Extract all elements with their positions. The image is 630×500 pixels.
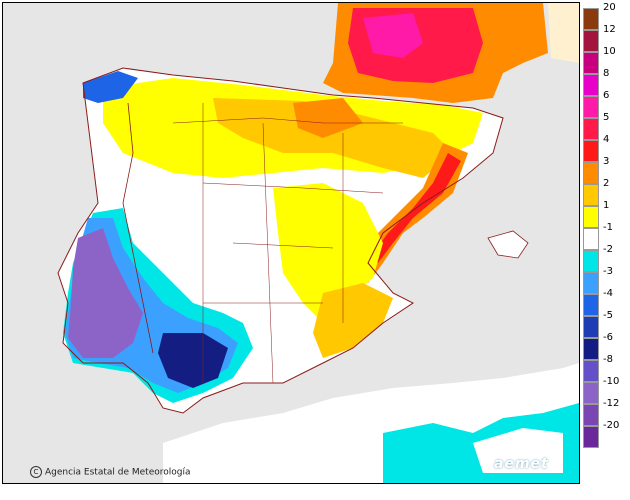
- southeast-warm-area: [313, 283, 393, 358]
- legend-swatch-warm-7: [583, 162, 599, 184]
- legend-label-cold-2: -4: [603, 288, 613, 299]
- legend-swatch-warm-9: [583, 206, 599, 228]
- legend-label-cold-0: -2: [603, 244, 613, 255]
- legend-label-cold-4: -6: [603, 332, 613, 343]
- legend-swatch-neutral-0: [583, 228, 599, 250]
- temperature-anomaly-map: [2, 2, 580, 484]
- aemet-logo: aemet: [494, 456, 549, 472]
- north-africa-neutral-patch: [473, 428, 563, 473]
- province-borders: [172, 103, 403, 384]
- galicia-cold-area: [83, 71, 138, 103]
- legend-label-warm-0: 20: [603, 2, 616, 13]
- legend-swatch-warm-2: [583, 52, 599, 74]
- balearic-islands: [487, 230, 529, 259]
- agency-name: Agencia Estatal de Meteorología: [45, 467, 191, 478]
- legend-label-warm-3: 8: [603, 68, 610, 79]
- legend-swatch-cold-8: [583, 426, 599, 448]
- legend-label-cold-7: -12: [603, 398, 620, 409]
- portugal-very-cold-area: [68, 228, 143, 358]
- legend-label-neutral-0: -1: [603, 222, 613, 233]
- legend-swatch-warm-5: [583, 118, 599, 140]
- legend-swatch-cold-3: [583, 316, 599, 338]
- legend-swatch-cold-0: [583, 250, 599, 272]
- legend-swatch-cold-2: [583, 294, 599, 316]
- legend-label-warm-9: 1: [603, 200, 610, 211]
- legend-swatch-warm-4: [583, 96, 599, 118]
- legend-label-cold-8: -20: [603, 420, 620, 431]
- legend-label-warm-1: 12: [603, 24, 616, 35]
- legend-label-warm-8: 2: [603, 178, 610, 189]
- legend-swatch-warm-1: [583, 30, 599, 52]
- legend-label-cold-6: -10: [603, 376, 620, 387]
- legend-label-warm-2: 10: [603, 46, 616, 57]
- agency-credit: C Agencia Estatal de Meteorología: [30, 466, 191, 478]
- legend-swatch-cold-7: [583, 404, 599, 426]
- color-legend: 20 12 10 8 6 5 4 3 2 1 -1 -2 -3 -4 -5 -6 -8 -10 -12 -20: [583, 2, 629, 488]
- ebro-warm-area: [293, 98, 363, 138]
- legend-swatch-cold-5: [583, 360, 599, 382]
- legend-swatch-cold-1: [583, 272, 599, 294]
- legend-label-warm-5: 5: [603, 112, 610, 123]
- portugal-border: [122, 102, 154, 354]
- legend-swatch-warm-0: [583, 8, 599, 30]
- legend-swatch-warm-6: [583, 140, 599, 162]
- legend-label-warm-4: 6: [603, 90, 610, 101]
- legend-label-cold-5: -8: [603, 354, 613, 365]
- copyright-icon: C: [30, 466, 42, 478]
- legend-swatch-cold-6: [583, 382, 599, 404]
- legend-swatch-cold-4: [583, 338, 599, 360]
- legend-swatch-warm-8: [583, 184, 599, 206]
- france-very-hot-area: [363, 13, 423, 58]
- legend-label-warm-7: 3: [603, 156, 610, 167]
- legend-swatch-warm-3: [583, 74, 599, 96]
- legend-label-cold-1: -3: [603, 266, 613, 277]
- map-canvas: [3, 3, 579, 483]
- north-warmer-band: [213, 98, 453, 178]
- andalusia-very-cold-area: [158, 333, 228, 388]
- legend-label-cold-3: -5: [603, 310, 613, 321]
- italy-edge: [548, 3, 579, 63]
- coastline: [57, 67, 504, 414]
- legend-label-warm-6: 4: [603, 134, 610, 145]
